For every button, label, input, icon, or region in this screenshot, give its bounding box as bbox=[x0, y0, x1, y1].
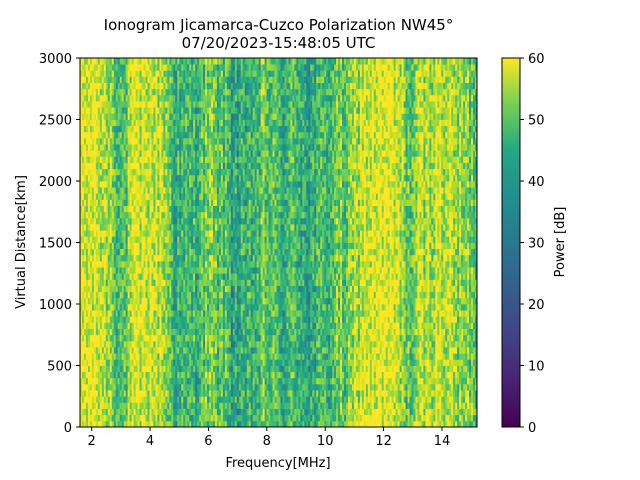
heatmap-cells bbox=[80, 58, 477, 427]
